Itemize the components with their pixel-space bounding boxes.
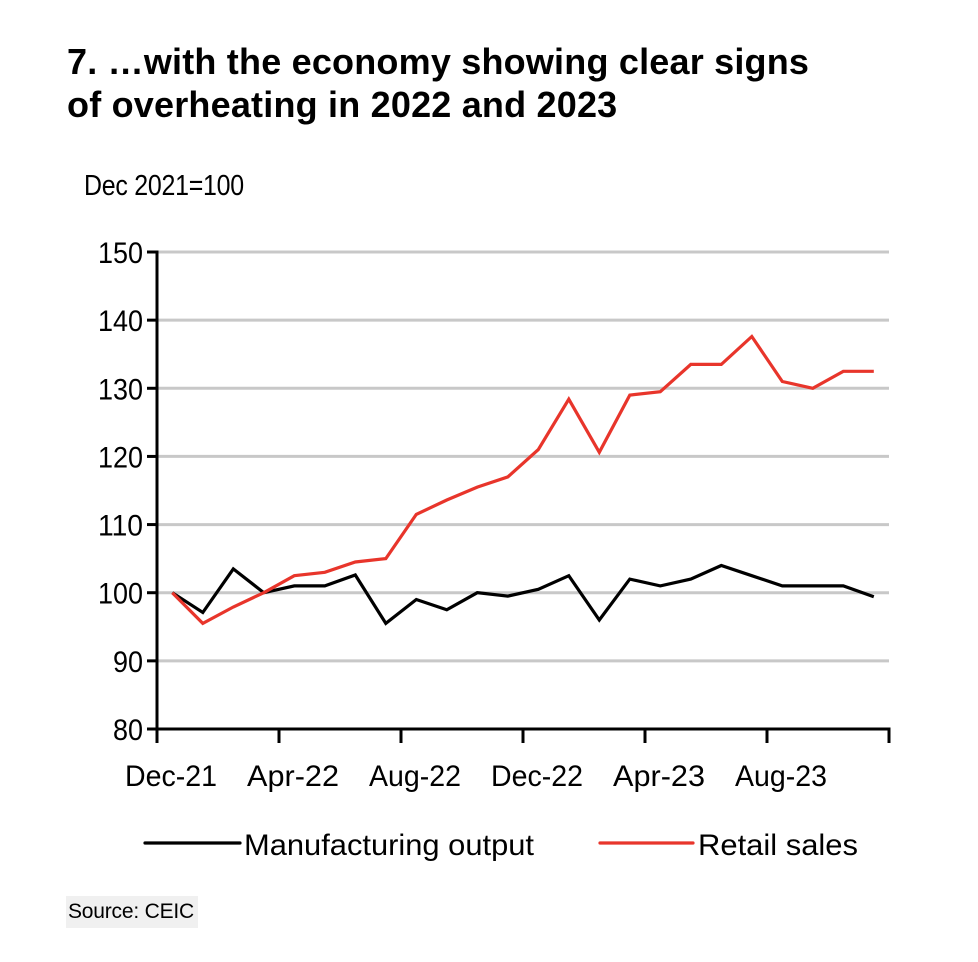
y-tick-label: 120 [98,441,143,474]
y-tick-label: 110 [98,510,143,543]
y-tick-label: 90 [113,646,143,679]
series-lines [171,334,875,626]
series-line-manufacturing-output [171,563,875,626]
y-tick-label: 150 [98,237,143,270]
x-tick-label: Apr-22 [247,760,339,793]
y-tick-label: 130 [98,373,143,406]
x-tick-label: Dec-21 [125,760,217,793]
chart-title-line-1: 7. …with the economy showing clear signs [67,41,810,82]
legend-label: Manufacturing output [244,829,535,862]
legend: Manufacturing output Retail sales [143,829,858,862]
axes [147,250,891,743]
source-note: Source: CEIC [66,896,198,928]
y-tick-label: 80 [113,714,143,747]
y-tick-label: 100 [98,578,143,611]
x-tick-label: Aug-23 [735,760,827,793]
chart-title: 7. …with the economy showing clear signs… [67,40,967,126]
x-tick-label: Aug-22 [369,760,461,793]
y-tick-label: 140 [98,305,143,338]
x-tick-label: Apr-23 [613,760,705,793]
y-axis-unit-label: Dec 2021=100 [84,170,244,202]
gridlines [157,250,889,663]
y-tick-labels: 80 90 100 110 120 130 140 150 [98,237,143,747]
series-line-retail-sales [171,334,874,626]
chart-title-line-2: of overheating in 2022 and 2023 [67,84,618,125]
legend-label: Retail sales [698,829,858,862]
x-tick-labels: Dec-21 Apr-22 Aug-22 Dec-22 Apr-23 Aug-23 [125,760,827,793]
x-tick-label: Dec-22 [491,760,583,793]
